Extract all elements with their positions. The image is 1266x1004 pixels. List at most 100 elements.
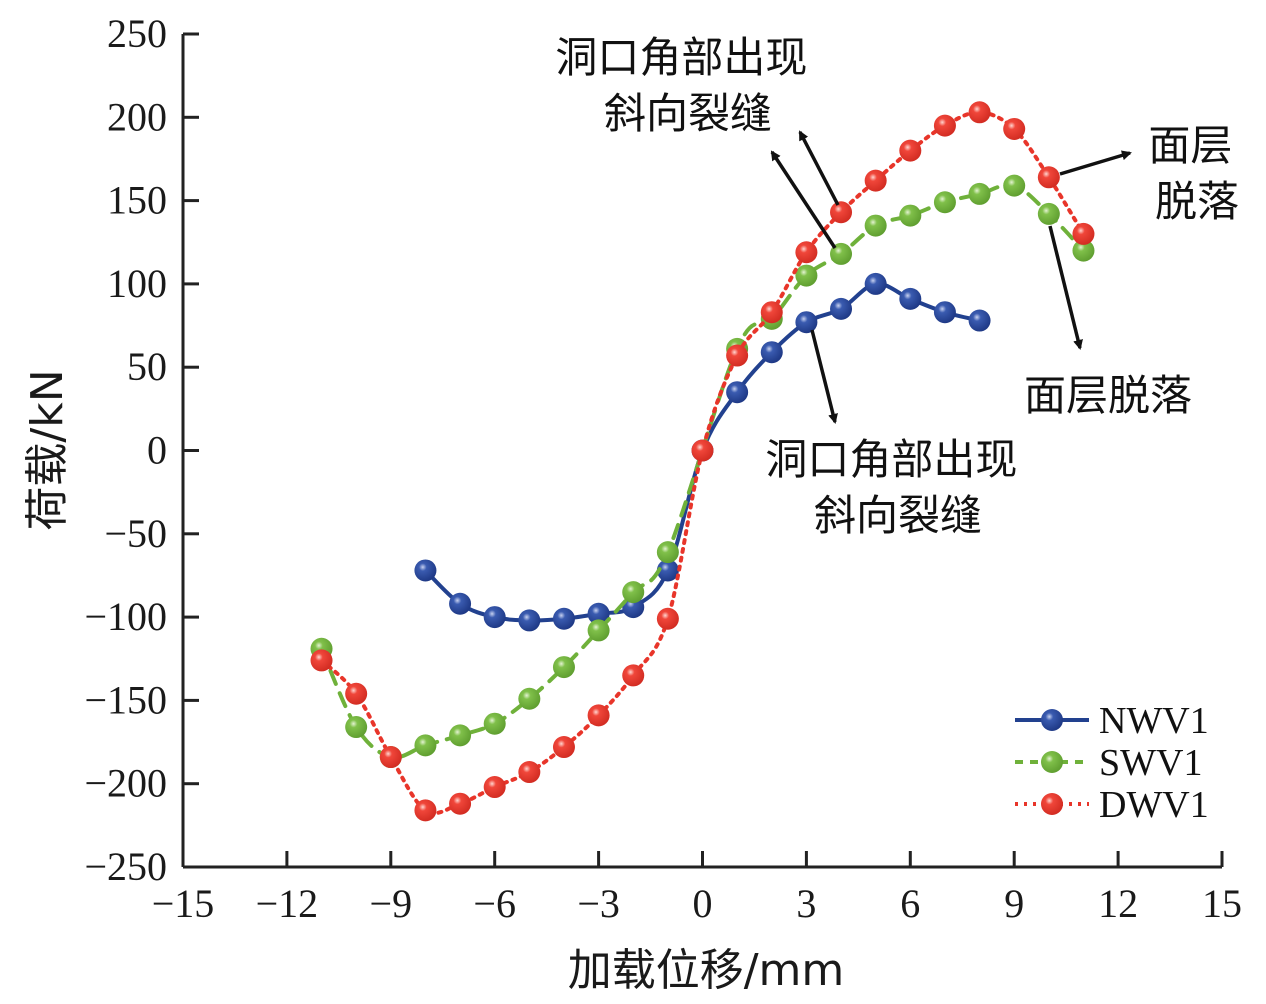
y-tick-label: 150	[107, 178, 167, 223]
data-point-nwv1	[656, 559, 679, 582]
data-point-swv1	[414, 734, 437, 757]
legend-label-dwv1: DWV1	[1099, 784, 1209, 826]
data-point-dwv1	[864, 169, 887, 192]
data-point-swv1	[1072, 239, 1095, 262]
data-point-nwv1	[518, 609, 541, 632]
data-point-swv1	[899, 204, 922, 227]
data-point-nwv1	[483, 606, 506, 629]
legend-label-swv1: SWV1	[1099, 742, 1202, 784]
legend-marker-dwv1	[1041, 793, 1063, 815]
data-point-nwv1	[414, 559, 437, 582]
data-point-nwv1	[968, 309, 991, 332]
data-point-swv1	[1003, 174, 1026, 197]
y-tick-label: −50	[104, 511, 167, 556]
y-tick-label: 250	[107, 11, 167, 56]
x-tick-label: 9	[1004, 881, 1024, 926]
data-point-nwv1	[552, 607, 575, 630]
y-tick-label: −150	[84, 677, 167, 722]
x-tick-label: −6	[473, 881, 516, 926]
legend-marker-nwv1	[1041, 709, 1063, 731]
annotation-crack-bottom-line1: 洞口角部出现	[765, 435, 1017, 484]
data-point-nwv1	[830, 297, 853, 320]
data-point-swv1	[622, 581, 645, 604]
legend-marker-swv1	[1041, 751, 1063, 773]
arrow-crack-top-green	[770, 150, 837, 249]
x-axis-title: 加载位移/mm	[568, 945, 845, 996]
data-point-swv1	[1037, 202, 1060, 225]
annotation-crack-top: 洞口角部出现 斜向裂缝	[555, 33, 820, 138]
data-point-nwv1	[933, 301, 956, 324]
data-point-swv1	[449, 724, 472, 747]
annotation-spall-mid-line1: 面层脱落	[1024, 371, 1192, 420]
data-point-swv1	[587, 619, 610, 642]
data-point-dwv1	[795, 241, 818, 264]
legend-item-dwv1: DWV1	[1015, 784, 1209, 826]
data-point-dwv1	[310, 649, 333, 672]
data-point-nwv1	[760, 341, 783, 364]
data-point-dwv1	[899, 139, 922, 162]
data-point-swv1	[552, 656, 575, 679]
data-point-dwv1	[691, 439, 714, 462]
x-ticks: −15 −12 −9 −6 −3 0 3 6 9 12 15	[152, 851, 1242, 926]
data-point-dwv1	[760, 301, 783, 324]
y-tick-label: 0	[147, 428, 167, 473]
data-point-swv1	[968, 182, 991, 205]
x-tick-label: 3	[796, 881, 816, 926]
data-point-dwv1	[933, 114, 956, 137]
data-point-swv1	[830, 242, 853, 265]
x-tick-label: −15	[152, 881, 215, 926]
data-point-dwv1	[1072, 222, 1095, 245]
data-point-dwv1	[968, 101, 991, 124]
annotation-spall-right: 面层 脱落	[1148, 121, 1245, 226]
arrow-crack-top-red	[798, 130, 840, 206]
y-ticks: 250 200 150 100 50 0 −50 −100 −150 −200 −250	[84, 11, 199, 889]
data-point-swv1	[795, 264, 818, 287]
y-tick-label: 100	[107, 261, 167, 306]
x-tick-label: −9	[370, 881, 413, 926]
data-point-dwv1	[414, 799, 437, 822]
data-point-nwv1	[795, 311, 818, 334]
y-tick-label: 50	[127, 344, 167, 389]
series-layer	[310, 101, 1095, 822]
data-point-dwv1	[830, 201, 853, 224]
data-point-nwv1	[899, 287, 922, 310]
data-point-dwv1	[587, 704, 610, 727]
arrow-crack-bottom	[810, 329, 838, 424]
data-point-swv1	[864, 214, 887, 237]
arrow-spall-mid	[1048, 225, 1083, 350]
x-tick-label: 12	[1098, 881, 1138, 926]
data-point-swv1	[518, 687, 541, 710]
x-tick-label: −12	[256, 881, 319, 926]
x-tick-label: 6	[900, 881, 920, 926]
annotations: 洞口角部出现 斜向裂缝 洞口角部出现 斜向裂缝 面层 脱落 面层脱落	[555, 33, 1245, 540]
annotation-spall-right-line1: 面层	[1148, 121, 1232, 170]
annotation-crack-bottom-line2: 斜向裂缝	[814, 491, 982, 540]
annotation-crack-top-line1: 洞口角部出现	[555, 33, 807, 82]
legend-label-nwv1: NWV1	[1099, 700, 1209, 742]
arrow-spall-right	[1059, 150, 1132, 176]
data-point-dwv1	[379, 746, 402, 769]
data-point-dwv1	[345, 682, 368, 705]
y-tick-label: −200	[84, 761, 167, 806]
y-tick-label: −100	[84, 594, 167, 639]
y-tick-label: −250	[84, 844, 167, 889]
annotation-crack-bottom: 洞口角部出现 斜向裂缝	[765, 435, 1030, 540]
annotation-spall-right-line2: 脱落	[1155, 177, 1239, 226]
data-point-dwv1	[483, 776, 506, 799]
annotation-crack-top-line2: 斜向裂缝	[604, 89, 772, 138]
x-tick-label: −3	[577, 881, 620, 926]
series-dwv1	[310, 101, 1095, 822]
x-tick-label: 0	[693, 881, 713, 926]
data-point-dwv1	[656, 607, 679, 630]
data-point-nwv1	[587, 602, 610, 625]
data-point-dwv1	[622, 664, 645, 687]
data-point-dwv1	[1037, 166, 1060, 189]
data-point-dwv1	[1003, 117, 1026, 140]
data-point-dwv1	[449, 792, 472, 815]
y-tick-label: 200	[107, 94, 167, 139]
x-tick-label: 15	[1202, 881, 1242, 926]
data-point-swv1	[656, 541, 679, 564]
y-axis-title: 荷载/kN	[22, 369, 73, 530]
